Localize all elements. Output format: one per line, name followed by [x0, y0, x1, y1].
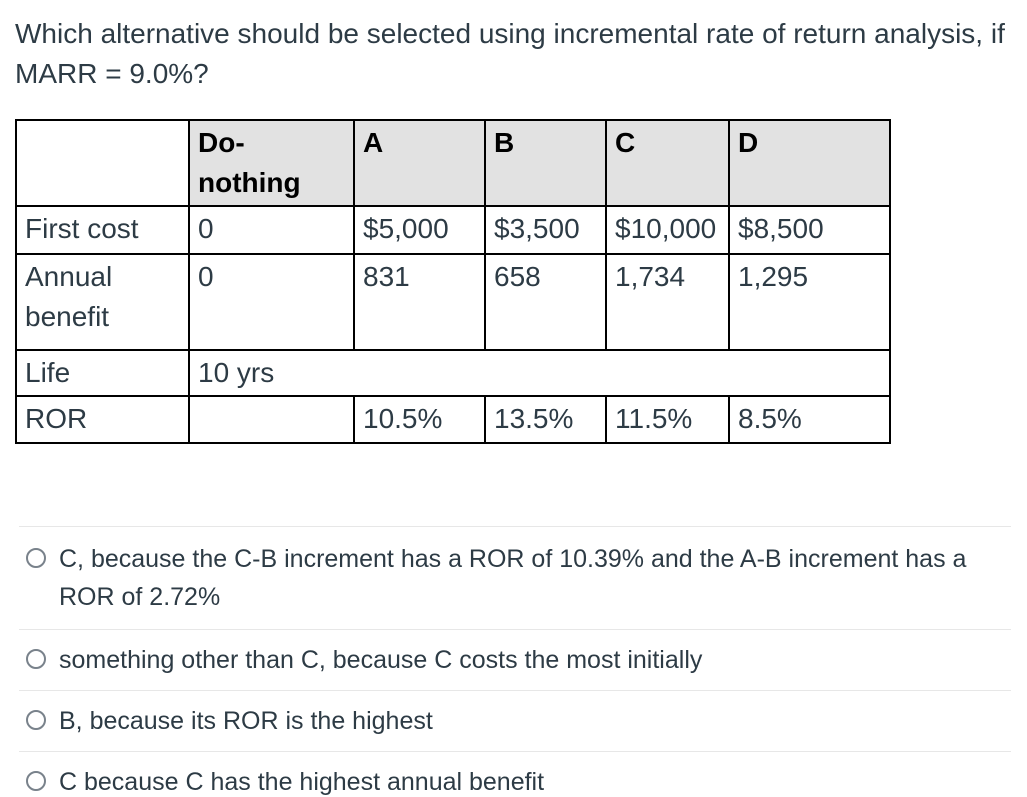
table-header-cell-b: B [484, 119, 607, 207]
answer-option-label: something other than C, because C costs … [59, 646, 703, 674]
answer-option-label: C because C has the highest annual benef… [59, 768, 545, 796]
table-cell: 8.5% [728, 395, 891, 444]
option-divider [19, 526, 1011, 527]
table-cell: 831 [353, 253, 486, 351]
table-cell-life-span: 10 yrs [188, 349, 891, 397]
table-cell: $5,000 [353, 205, 486, 255]
answer-option-label: B, because its ROR is the highest [59, 707, 433, 735]
radio-button-icon[interactable] [26, 548, 46, 568]
table-header-cell-c: C [605, 119, 730, 207]
table-cell: 11.5% [605, 395, 730, 444]
row-label: Annual benefit [15, 253, 190, 351]
table-cell: $8,500 [728, 205, 891, 255]
table-row-annual-benefit: Annual benefit 0 831 658 1,734 1,295 [15, 253, 891, 351]
table-header-cell-blank [15, 119, 190, 207]
answer-options: C, because the C-B increment has a ROR o… [15, 526, 1011, 797]
table-row-life: Life 10 yrs [15, 349, 891, 397]
table-cell: 658 [484, 253, 607, 351]
answer-option-3[interactable]: B, because its ROR is the highest [15, 691, 1011, 751]
option-divider [19, 751, 1011, 752]
alternatives-table: Do-nothing A B C D First cost 0 $5,000 $… [15, 119, 891, 444]
table-row-first-cost: First cost 0 $5,000 $3,500 $10,000 $8,50… [15, 205, 891, 255]
option-divider [19, 629, 1011, 630]
table-cell: 0 [188, 253, 355, 351]
table-row-ror: ROR 10.5% 13.5% 11.5% 8.5% [15, 395, 891, 444]
radio-button-icon[interactable] [26, 710, 46, 730]
radio-button-icon[interactable] [26, 649, 46, 669]
option-divider [19, 690, 1011, 691]
table-cell: $3,500 [484, 205, 607, 255]
answer-option-label: C, because the C-B increment has a ROR o… [59, 545, 967, 611]
table-header-cell-do-nothing: Do-nothing [188, 119, 355, 207]
table-cell: 10.5% [353, 395, 486, 444]
answer-option-4[interactable]: C because C has the highest annual benef… [15, 752, 1011, 797]
radio-button-icon[interactable] [26, 771, 46, 791]
row-label: Life [15, 349, 190, 397]
table-header-cell-a: A [353, 119, 486, 207]
question-text: Which alternative should be selected usi… [15, 18, 1005, 89]
row-label: First cost [15, 205, 190, 255]
answer-option-1[interactable]: C, because the C-B increment has a ROR o… [15, 527, 1011, 629]
table-cell: 13.5% [484, 395, 607, 444]
table-cell [188, 395, 355, 444]
table-header-row: Do-nothing A B C D [15, 119, 891, 207]
row-label: ROR [15, 395, 190, 444]
table-cell: 1,295 [728, 253, 891, 351]
table-cell: $10,000 [605, 205, 730, 255]
table-header-cell-d: D [728, 119, 891, 207]
table-cell: 1,734 [605, 253, 730, 351]
answer-option-2[interactable]: something other than C, because C costs … [15, 630, 1011, 690]
table-cell: 0 [188, 205, 355, 255]
